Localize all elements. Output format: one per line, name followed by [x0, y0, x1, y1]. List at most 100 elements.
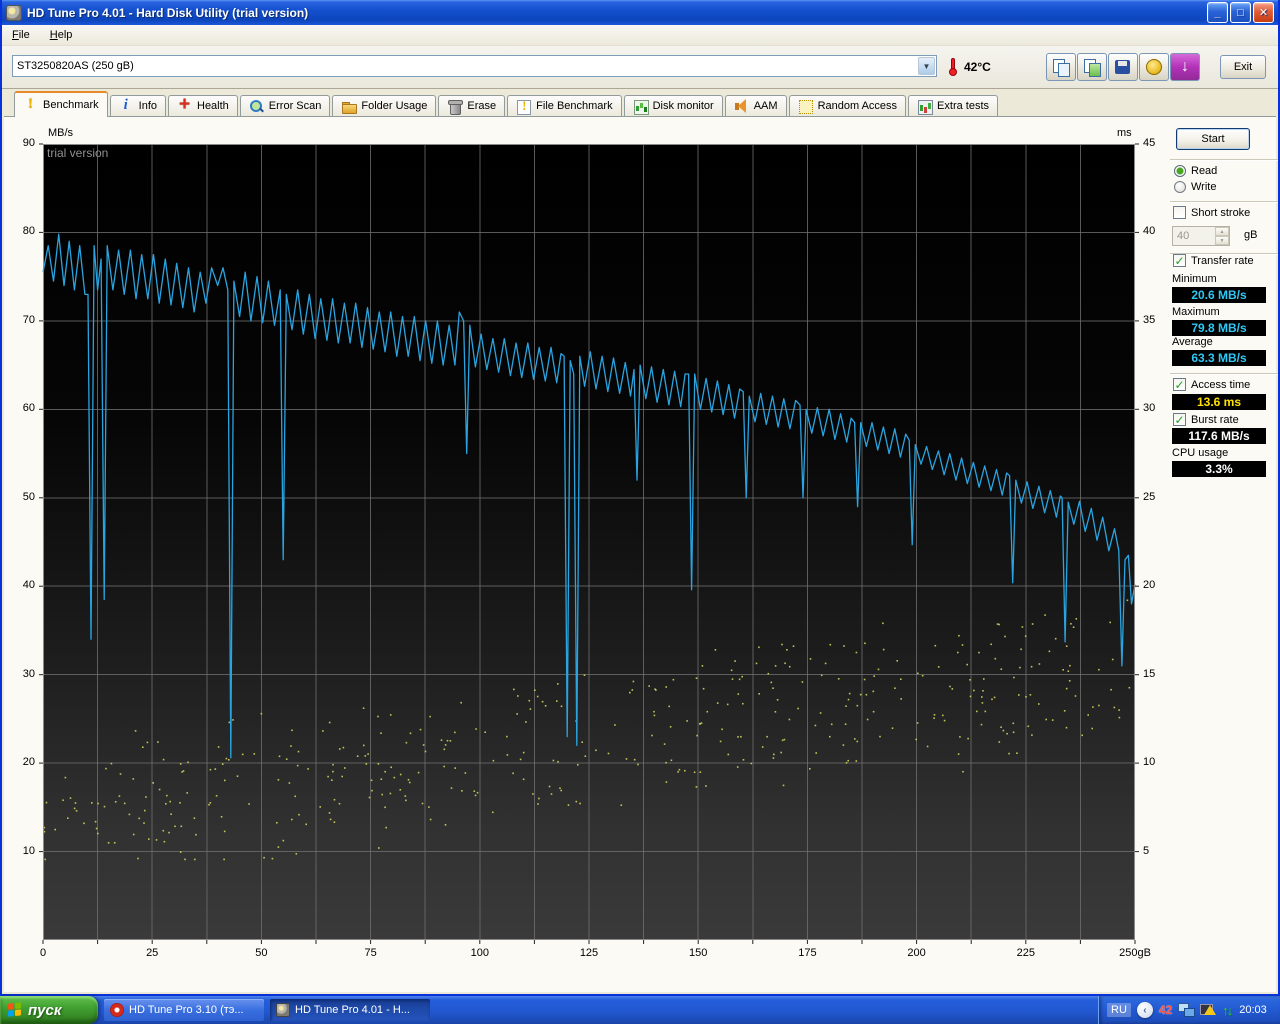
tab-aam[interactable]: AAM [724, 95, 787, 116]
updown-arrows-icon[interactable]: ↑↓ [1222, 1002, 1233, 1018]
axis-tick-label: 40 [1143, 225, 1156, 238]
taskbar-item-hdtune310[interactable]: HD Tune Pro 3.10 (тэ... [104, 999, 264, 1021]
copy-text-button[interactable] [1046, 53, 1076, 81]
axis-tick-label: 50 [255, 947, 268, 959]
minimize-icon: _ [1214, 6, 1221, 19]
menu-help[interactable]: Help [49, 29, 73, 41]
menu-file[interactable]: File [12, 29, 30, 41]
copy-image-icon [1083, 58, 1101, 77]
close-icon: ✕ [1258, 7, 1269, 19]
start-button[interactable]: Start [1176, 128, 1250, 150]
drive-select[interactable]: ST3250820AS (250 gB) ▼ [12, 55, 937, 77]
transfer-rate-label: Transfer rate [1191, 254, 1254, 267]
divider [1170, 201, 1278, 203]
tab-extra-tests[interactable]: Extra tests [908, 95, 999, 116]
download-icon: ↓ [1181, 58, 1189, 75]
short-stroke-checkbox[interactable] [1173, 206, 1186, 219]
thermometer-icon [949, 58, 957, 76]
short-stroke-row[interactable]: Short stroke [1173, 206, 1250, 219]
axis-tick-label: 60 [22, 402, 35, 415]
capacity-spinner[interactable]: 40 ▲ ▼ [1172, 226, 1230, 246]
short-stroke-label: Short stroke [1191, 206, 1251, 219]
read-radio[interactable] [1174, 165, 1186, 177]
maximum-value: 79.8 MB/s [1172, 320, 1266, 336]
axis-tick-label: 75 [364, 947, 377, 959]
network-icon[interactable] [1178, 1003, 1196, 1017]
access-time-checkbox[interactable]: ✓ [1173, 377, 1186, 392]
axis-tick-label: 175 [798, 947, 817, 959]
cpu-usage-label: CPU usage [1172, 447, 1229, 459]
axis-tick-label: 70 [22, 313, 35, 326]
axis-tick-label: 100 [470, 947, 489, 959]
burst-rate-row[interactable]: ✓ Burst rate [1173, 413, 1239, 426]
axis-tick-label: 25 [146, 947, 159, 959]
hdtune-temp-tray-icon[interactable]: 42 [1158, 1003, 1173, 1017]
tab-file-benchmark[interactable]: File Benchmark [507, 95, 622, 116]
axis-tick-label: 50 [22, 490, 35, 503]
tab-disk-monitor[interactable]: Disk monitor [623, 95, 723, 116]
hdtune401-icon [276, 1003, 290, 1017]
folder-icon [341, 99, 358, 114]
benchmark-page: MB/s ms trial version 90 80 70 60 50 40 30 20 10… [4, 116, 1278, 992]
trial-watermark: trial version [47, 146, 109, 160]
axis-tick-label: 35 [1143, 313, 1156, 326]
extra-tests-icon [917, 99, 934, 115]
axis-tick-label: 90 [22, 137, 35, 149]
window-title: HD Tune Pro 4.01 - Hard Disk Utility (tr… [27, 5, 309, 20]
transfer-rate-checkbox[interactable]: ✓ [1173, 253, 1186, 268]
disk-monitor-icon [633, 99, 649, 115]
benchmark-chart: trial version 90 80 70 60 50 40 30 20 10 45 40 35 3… [23, 137, 1156, 959]
divider [1170, 253, 1278, 255]
tab-erase[interactable]: Erase [438, 95, 506, 116]
close-button[interactable]: ✕ [1253, 2, 1274, 23]
axis-tick-label: 20 [1143, 579, 1156, 592]
tab-health[interactable]: Health [168, 94, 238, 116]
warning-monitor-icon[interactable] [1200, 1003, 1217, 1017]
axis-tick-label: 5 [1143, 844, 1150, 857]
tab-error-scan[interactable]: Error Scan [239, 95, 331, 116]
axis-tick-label: 10 [22, 844, 35, 857]
read-radio-row[interactable]: Read [1174, 165, 1217, 177]
taskbar-item-hdtune401[interactable]: HD Tune Pro 4.01 - H... [270, 999, 430, 1021]
axis-tick-label: 125 [579, 947, 599, 959]
tab-benchmark[interactable]: Benchmark [14, 91, 108, 117]
tab-folder-usage[interactable]: Folder Usage [332, 95, 437, 116]
language-indicator[interactable]: RU [1107, 1003, 1131, 1017]
axis-tick-label: 25 [1143, 490, 1156, 503]
copy-icon [1052, 58, 1070, 77]
exit-button[interactable]: Exit [1220, 55, 1266, 79]
tab-random-access[interactable]: Random Access [788, 95, 907, 116]
access-time-row[interactable]: ✓ Access time [1173, 378, 1250, 391]
axis-tick-label: 200 [907, 947, 926, 959]
maximize-button[interactable]: □ [1230, 2, 1251, 23]
axis-tick-label: 80 [22, 225, 35, 238]
transfer-rate-row[interactable]: ✓ Transfer rate [1173, 254, 1254, 267]
average-label: Average [1172, 336, 1213, 348]
title-bar: HD Tune Pro 4.01 - Hard Disk Utility (tr… [2, 0, 1278, 25]
drive-select-value: ST3250820AS (250 gB) [17, 60, 134, 72]
axis-tick-label: 20 [22, 756, 35, 769]
copy-image-button[interactable] [1077, 53, 1107, 81]
update-button[interactable]: ↓ [1170, 53, 1200, 81]
options-button[interactable] [1139, 53, 1169, 81]
tab-info[interactable]: Info [109, 95, 166, 116]
axis-tick-label: 250gB [1119, 947, 1151, 959]
write-radio-row[interactable]: Write [1174, 181, 1216, 193]
magnifier-icon [249, 99, 264, 114]
tray-collapse-icon[interactable]: ‹ [1136, 1002, 1153, 1018]
minimize-button[interactable]: _ [1207, 2, 1228, 23]
write-radio[interactable] [1174, 181, 1186, 193]
system-tray: RU ‹ 42 ↑↓ 20:03 [1098, 996, 1280, 1024]
capacity-value: 40 [1177, 230, 1190, 242]
axis-tick-label: 150 [689, 947, 708, 959]
burst-rate-checkbox[interactable]: ✓ [1173, 412, 1186, 427]
spin-up-icon: ▲ [1215, 227, 1229, 236]
save-button[interactable] [1108, 53, 1138, 81]
spin-down-icon: ▼ [1215, 236, 1229, 245]
chevron-down-icon[interactable]: ▼ [918, 57, 935, 75]
burst-rate-label: Burst rate [1191, 413, 1239, 426]
start-menu-button[interactable]: пуск [0, 996, 98, 1024]
spinner-arrows[interactable]: ▲ ▼ [1215, 227, 1229, 245]
speaker-icon [734, 98, 749, 114]
toolbar: ST3250820AS (250 gB) ▼ 42°C ↓ Exit [2, 46, 1278, 89]
